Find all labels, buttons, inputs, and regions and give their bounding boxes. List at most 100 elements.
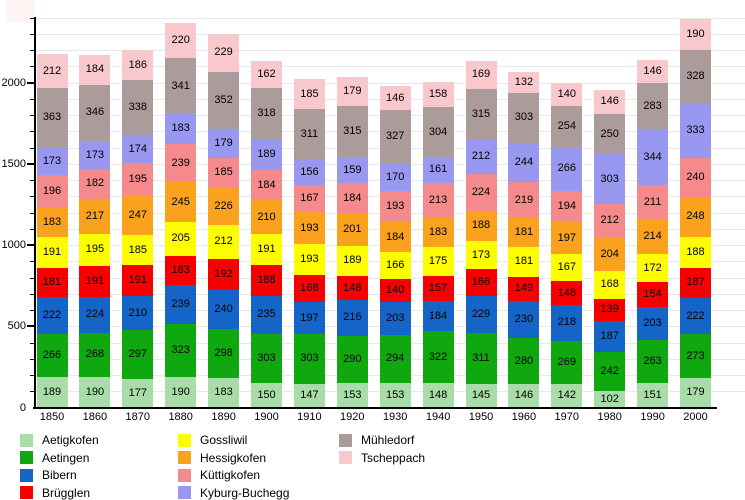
bar-segment-tscheppach-1910: 185 [293,79,325,110]
segment-value-label: 239 [171,298,190,311]
segment-value-label: 226 [214,199,233,212]
bar-segment-k-ttigkofen-1970: 194 [551,190,583,223]
segment-value-label: 229 [214,46,233,59]
x-axis-label-1890: 1890 [211,411,236,423]
bar-segment-k-ttigkofen-1860: 182 [79,169,111,199]
bar-segment-bibern-1900: 235 [251,295,282,334]
bar-segment-aetingen-1900: 303 [251,333,282,384]
segment-value-label: 266 [42,348,62,361]
bar-segment-gossliwil-1900: 191 [251,234,282,266]
legend-swatch-aetingen [20,451,33,464]
bar-segment-aetingen-1970: 269 [551,340,583,385]
segment-value-label: 273 [686,349,705,362]
segment-value-label: 212 [42,64,62,77]
bar-segment-bibern-1920: 216 [336,300,368,336]
bar-segment-aetingen-1930: 294 [379,334,411,383]
bar-segment-gossliwil-1960: 181 [508,247,540,277]
segment-value-label: 193 [386,200,405,213]
segment-value-label: 183 [42,215,62,228]
y-axis-tick-900 [30,261,35,263]
segment-value-label: 190 [171,385,190,398]
segment-value-label: 162 [257,68,276,81]
segment-value-label: 179 [343,85,362,97]
segment-value-label: 203 [386,311,405,324]
segment-value-label: 150 [257,388,276,401]
bar-segment-tscheppach-2000: 190 [680,19,711,51]
segment-value-label: 290 [343,352,362,365]
x-axis-label-1960: 1960 [511,411,537,423]
x-axis-label-1990: 1990 [640,411,665,423]
bar-segment-gossliwil-1870: 185 [122,235,154,266]
segment-value-label: 142 [557,389,576,402]
bar-segment-m-hledorf-1900: 318 [251,87,282,140]
segment-value-label: 181 [514,255,534,268]
segment-value-label: 205 [171,232,190,245]
gridline-2100 [36,66,745,68]
bar-segment-br-gglen-1940: 157 [422,275,454,302]
segment-value-label: 266 [557,162,576,175]
bar-segment-aetingen-1910: 303 [293,334,325,384]
bar-segment-gossliwil-1930: 166 [379,252,411,280]
x-axis-label-2000: 2000 [683,411,708,423]
segment-value-label: 147 [300,389,319,402]
segment-value-label: 240 [686,170,705,183]
segment-value-label: 177 [128,386,147,399]
bar-segment-m-hledorf-1920: 315 [336,106,368,158]
bar-segment-k-ttigkofen-1960: 219 [508,182,540,218]
bar-segment-k-ttigkofen-1870: 195 [122,163,154,196]
bar-segment-aetingen-1850: 266 [36,333,68,377]
segment-value-label: 338 [128,101,147,114]
bar-segment-hessigkofen-1960: 181 [508,217,540,248]
y-axis-tick-label-1500: 1500 [1,157,26,170]
bar-segment-aetigkofen-1860: 190 [79,376,111,408]
bar-segment-br-gglen-2000: 187 [680,267,711,298]
segment-value-label: 211 [643,195,662,208]
segment-value-label: 184 [85,63,105,76]
segment-value-label: 187 [600,329,619,342]
bar-segment-kyburg-buchegg-1850: 173 [36,147,68,176]
bar-segment-tscheppach-1950: 169 [465,61,497,89]
bar-segment-k-ttigkofen-1920: 184 [336,183,368,213]
bar-segment-tscheppach-1970: 140 [551,83,583,107]
bar-segment-hessigkofen-2000: 248 [680,196,711,238]
bar-segment-m-hledorf-1860: 346 [79,84,111,141]
bar-segment-k-ttigkofen-1880: 239 [165,143,197,183]
segment-value-label: 191 [85,274,105,287]
legend-item-tscheppach: Tscheppach [339,451,425,465]
y-axis-tick-2400 [30,17,35,19]
bar-segment-gossliwil-1940: 175 [422,247,454,276]
bar-segment-gossliwil-1860: 195 [79,233,111,266]
legend-label: Kyburg-Buchegg [200,485,290,500]
segment-value-label: 303 [514,111,534,124]
segment-value-label: 194 [557,199,576,212]
legend-label: Bibern [42,468,77,482]
bar-segment-br-gglen-1880: 183 [165,255,197,286]
segment-value-label: 323 [171,343,190,356]
bar-segment-aetingen-1860: 268 [79,333,111,377]
legend-item-hessigkofen: Hessigkofen [178,451,266,465]
segment-value-label: 174 [128,142,147,155]
segment-value-label: 219 [514,193,534,206]
bar-segment-hessigkofen-1900: 210 [251,199,282,235]
bar-segment-bibern-2000: 222 [680,297,711,335]
segment-value-label: 363 [42,111,62,124]
segment-value-label: 148 [428,388,448,401]
segment-value-label: 189 [42,385,62,398]
y-axis-tick-800 [30,277,35,279]
segment-value-label: 244 [514,155,534,168]
bar-segment-m-hledorf-1980: 250 [594,113,626,155]
segment-value-label: 191 [128,274,147,287]
segment-value-label: 173 [471,248,491,261]
bar-segment-m-hledorf-1940: 304 [422,107,454,157]
segment-value-label: 220 [171,34,190,47]
segment-value-label: 188 [257,273,276,286]
bar-segment-bibern-1880: 239 [165,285,197,325]
gridline-2200 [36,50,745,51]
bar-segment-aetingen-1920: 290 [336,335,368,383]
y-axis-tick-1100 [30,228,35,230]
y-axis-tick-2000 [27,81,35,84]
bar-segment-gossliwil-1990: 172 [637,254,669,283]
y-axis-tick-200 [30,375,35,376]
bar-segment-bibern-1870: 210 [122,296,154,331]
segment-value-label: 169 [471,68,491,81]
